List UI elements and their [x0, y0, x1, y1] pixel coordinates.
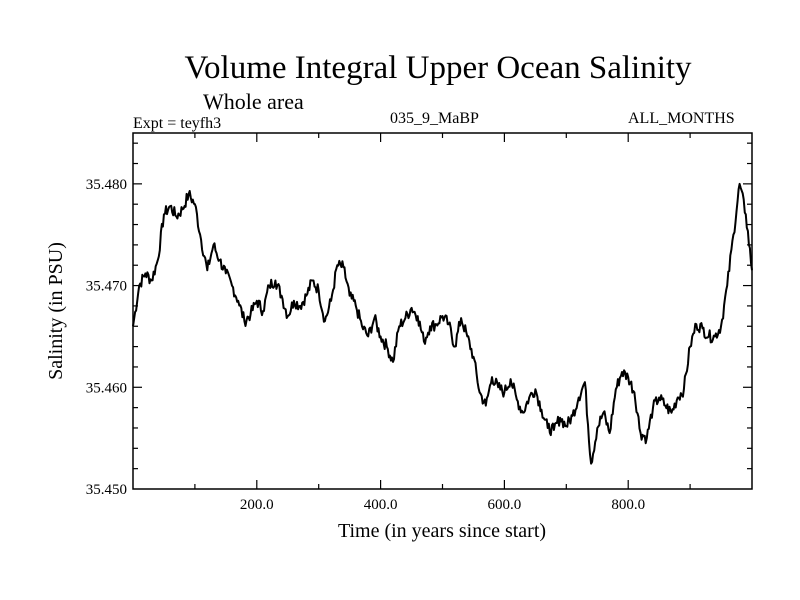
plot-frame	[132, 132, 753, 490]
tick-layer: 200.0 400.0 600.0 800.0 35.450 35.460 35.470 35…	[86, 133, 752, 513]
x-tick-label: 800.0	[611, 497, 645, 513]
x-tick-label: 200.0	[240, 497, 274, 513]
y-tick-label: 35.460	[86, 380, 127, 396]
months-label: ALL_MONTHS	[628, 110, 735, 127]
y-tick-label: 35.480	[86, 177, 127, 193]
run-id-label: 035_9_MaBP	[390, 110, 479, 127]
x-tick-label: 600.0	[488, 497, 522, 513]
experiment-label: Expt = teyfh3	[133, 115, 222, 132]
y-axis-label: Salinity (in PSU)	[45, 242, 67, 380]
chart-subtitle: Whole area	[203, 89, 304, 114]
y-tick-label: 35.450	[86, 482, 127, 498]
x-tick-label: 400.0	[364, 497, 398, 513]
chart-title: Volume Integral Upper Ocean Salinity	[184, 50, 692, 86]
y-tick-label: 35.470	[86, 279, 127, 295]
series-line-salinity	[132, 182, 753, 465]
x-axis-label: Time (in years since start)	[338, 520, 546, 542]
